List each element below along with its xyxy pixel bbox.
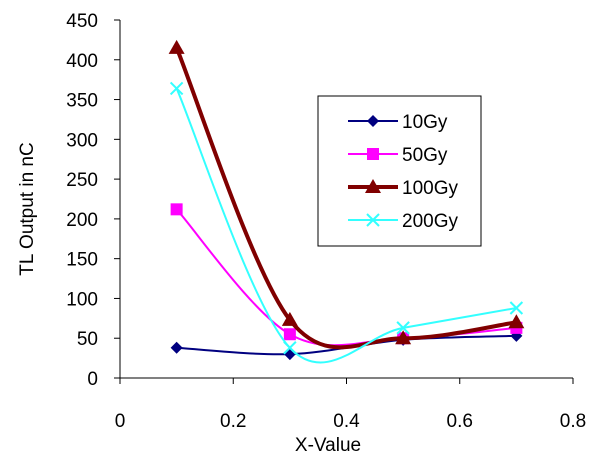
- y-axis-title: TL Output in nC: [17, 142, 38, 275]
- data-point: [168, 39, 185, 54]
- data-point: [170, 341, 183, 354]
- legend-label: 10Gy: [402, 112, 448, 133]
- legend-marker: [367, 115, 379, 127]
- data-point: [395, 330, 412, 345]
- x-tick-label: 0.2: [220, 411, 246, 432]
- data-point: [283, 348, 296, 361]
- y-tick-label: 200: [66, 210, 98, 231]
- legend-marker: [367, 148, 379, 160]
- series-group: [168, 39, 525, 364]
- y-tick-label: 50: [77, 329, 98, 350]
- legend-entry-50gy: 50Gy: [348, 145, 448, 166]
- legend-entry-200gy: 200Gy: [348, 211, 458, 232]
- x-ticks: 0 0.2 0.4 0.6 0.8: [115, 378, 586, 432]
- legend-label: 100Gy: [402, 178, 458, 199]
- y-tick-label: 150: [66, 250, 98, 271]
- data-point: [169, 81, 184, 96]
- x-axis-title: X-Value: [295, 435, 361, 456]
- series-100gy: [168, 39, 525, 350]
- series-line: [174, 47, 517, 350]
- y-tick-label: 250: [66, 170, 98, 191]
- x-tick-label: 0.4: [333, 411, 360, 432]
- plot-area: 0 50 100 150 200 250 300 350 400 450 0 0.2 0.4 0.6 0.…: [66, 11, 586, 432]
- legend-marker: [366, 213, 380, 227]
- data-point: [283, 328, 296, 341]
- legend-entry-100gy: 100Gy: [348, 178, 458, 199]
- y-tick-label: 300: [66, 130, 98, 151]
- legend-box: [317, 95, 482, 247]
- data-point: [508, 314, 525, 329]
- y-tick-label: 350: [66, 91, 98, 112]
- data-point: [281, 311, 298, 326]
- y-tick-label: 100: [66, 289, 98, 310]
- legend-entry-10gy: 10Gy: [348, 112, 448, 133]
- series-line: [175, 88, 517, 364]
- x-tick-label: 0.6: [447, 411, 473, 432]
- x-tick-label: 0.8: [560, 411, 586, 432]
- data-point: [509, 301, 524, 315]
- legend-marker: [365, 179, 381, 193]
- data-point: [170, 203, 183, 216]
- y-tick-label: 0: [87, 369, 98, 390]
- legend-label: 50Gy: [402, 145, 448, 166]
- y-ticks: 0 50 100 150 200 250 300 350 400 450: [66, 11, 120, 390]
- y-tick-label: 400: [66, 51, 98, 72]
- y-tick-label: 450: [66, 11, 98, 32]
- series-200gy: [169, 81, 524, 364]
- data-point: [283, 341, 297, 355]
- x-tick-label: 0: [115, 411, 126, 432]
- legend-label: 200Gy: [402, 211, 458, 232]
- data-point: [396, 321, 410, 335]
- legend: 10Gy 50Gy 100Gy 200Gy: [317, 95, 482, 247]
